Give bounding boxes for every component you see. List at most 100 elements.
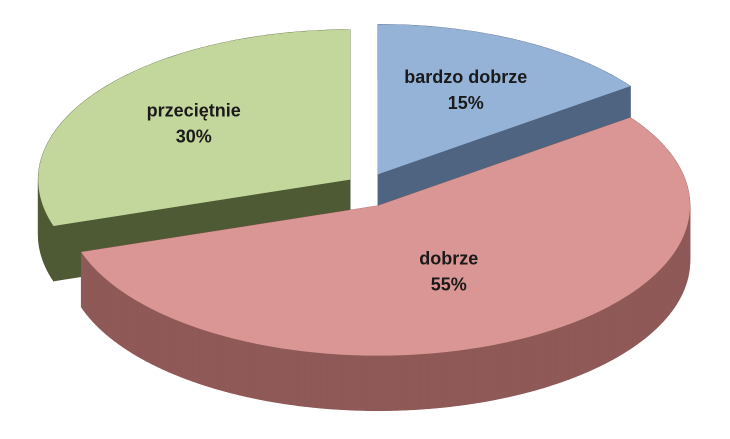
slice-side [396,354,406,411]
slice-side [141,303,148,362]
data-label-value: 30% [176,127,212,147]
slice-side [91,265,96,326]
data-label-category: przeciętnie [147,101,241,121]
slice-side [80,251,85,312]
slice-side [636,285,642,345]
slice-side [342,354,351,411]
slice-side [281,348,290,405]
slice-side [365,355,375,411]
slice-side [168,316,175,375]
slice-side [95,268,100,329]
slice-side [618,297,624,357]
slice-side [586,314,593,373]
slice-side [162,314,170,373]
slice-side [656,268,661,329]
slice-side [50,221,54,283]
slice-side [674,247,678,309]
slice-side [623,294,629,354]
slice-side [652,272,658,333]
slice-side [157,311,164,370]
slice-side [649,275,654,336]
slice-side [591,311,599,371]
slice-side [186,323,194,382]
slice-side [289,349,298,406]
data-label-category: dobrze [419,248,478,268]
slice-side [304,351,313,408]
slice-side [105,278,111,339]
data-label-value: 55% [431,274,467,294]
slice-side [260,344,268,402]
slice-side [663,262,667,323]
slice-side [296,350,305,407]
slice-side [113,285,119,345]
slice-side [555,326,563,385]
slice-side [676,244,680,305]
slice-top [377,24,631,175]
slice-side [632,288,638,348]
slice-side [580,316,587,376]
slice-side [669,255,673,316]
slice-side [542,330,551,389]
slice-side [83,254,87,315]
slice-side [205,330,213,389]
slice-side [118,288,124,348]
slice-side [373,355,382,411]
slice-side [465,348,474,405]
slice-side [568,321,576,380]
slice-side [613,300,620,360]
slice-side [501,341,510,399]
slice-side [319,352,328,410]
slice-side [427,352,436,410]
slice-side [174,319,181,378]
slice-side [419,353,429,410]
slice-side [238,339,247,398]
slice-side [211,332,220,391]
slice-side [442,351,451,408]
slice-side [529,334,537,393]
slice-side [198,328,206,387]
pie-slice [80,116,691,411]
slice-side [146,305,153,365]
slice-side [48,217,52,279]
data-label-value: 15% [448,93,484,113]
slice-side [109,281,115,342]
slice-side [136,300,143,360]
slice-side [274,346,283,404]
slice-side [86,258,90,319]
slice-side [608,303,615,363]
slice-top [81,117,690,356]
slice-side [641,282,646,342]
slice-side [404,354,413,411]
slice-side [628,291,634,351]
slice-side [522,336,531,394]
slice-side [457,349,466,406]
slice-side [334,353,344,411]
slice-side [245,341,254,399]
slice-side [225,336,233,394]
slice-side [450,350,459,407]
slice-side [388,355,398,411]
slice-side [412,353,421,411]
slice-side [131,297,138,357]
slice-side [645,278,650,339]
slice-side [562,323,570,383]
slice-side [597,308,604,368]
slice-side [267,345,276,403]
slice-side [192,326,200,385]
slice-side [102,275,107,335]
slice-side [435,352,444,409]
slice-side [659,265,664,326]
slice-side [126,294,133,354]
slice-side [357,355,367,411]
slice-side [122,291,128,351]
slice-side [487,344,496,402]
slice-top [38,29,351,227]
slice-side [480,345,489,403]
slice-side [151,308,158,368]
slice-side [494,342,503,401]
data-label-category: bardzo dobrze [404,67,527,87]
slice-side [602,306,609,365]
slice-side [536,332,544,391]
slice-side [549,328,557,387]
